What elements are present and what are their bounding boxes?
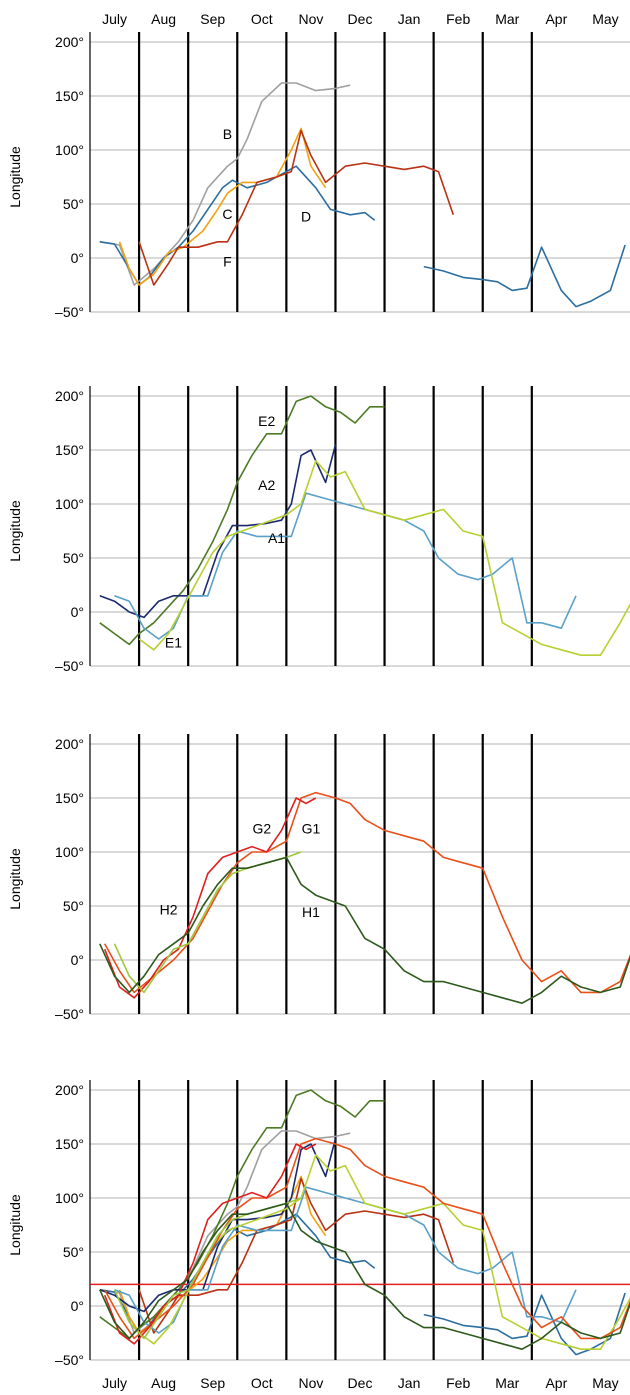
series-annotation: A1 [268, 530, 285, 546]
x-tick-label: July [102, 1375, 127, 1391]
series-line [114, 1186, 577, 1334]
series-annotation: D [301, 208, 311, 224]
x-tick-label: Jan [398, 1375, 421, 1391]
y-tick-label: 0° [71, 952, 84, 968]
y-tick-label: 0° [71, 1298, 84, 1314]
y-tick-label: 0° [71, 250, 84, 266]
x-tick-label: Nov [298, 1375, 323, 1391]
y-axis-label: Longitude [7, 500, 23, 562]
series-line [99, 1202, 630, 1350]
series-line [138, 129, 455, 286]
x-tick-label: Feb [446, 11, 470, 27]
y-tick-label: 200° [55, 388, 84, 404]
x-tick-label: May [592, 1375, 618, 1391]
series-annotation: C [222, 206, 232, 222]
y-tick-label: –50° [55, 1352, 84, 1368]
series-annotation: B [223, 126, 232, 142]
series-line [103, 791, 630, 994]
y-tick-label: 50° [63, 898, 84, 914]
y-tick-label: 50° [63, 550, 84, 566]
x-tick-label: Sep [200, 1375, 225, 1391]
y-tick-label: 200° [55, 736, 84, 752]
series-line [138, 1154, 630, 1350]
y-tick-label: –50° [55, 304, 84, 320]
series-annotation: A2 [258, 477, 275, 493]
x-tick-label: Sep [200, 11, 225, 27]
y-tick-label: –50° [55, 1006, 84, 1022]
series-line [99, 856, 630, 1005]
y-tick-label: 150° [55, 1136, 84, 1152]
y-axis-label: Longitude [7, 1194, 23, 1256]
x-tick-label: Mar [495, 11, 519, 27]
y-tick-label: 200° [55, 1082, 84, 1098]
series-annotation: G1 [302, 821, 321, 837]
x-tick-label: May [592, 11, 618, 27]
series-line [423, 1292, 626, 1356]
series-line [138, 459, 630, 657]
series-annotation: G2 [252, 821, 271, 837]
series-line [423, 244, 626, 308]
y-tick-label: 0° [71, 604, 84, 620]
y-tick-label: 150° [55, 442, 84, 458]
x-tick-label: Aug [151, 1375, 176, 1391]
x-tick-label: Mar [495, 1375, 519, 1391]
x-tick-label: Aug [151, 11, 176, 27]
x-tick-label: Oct [251, 1375, 273, 1391]
y-tick-label: 150° [55, 88, 84, 104]
x-tick-label: Feb [446, 1375, 470, 1391]
series-annotation: H2 [160, 902, 178, 918]
x-tick-label: Apr [545, 11, 567, 27]
series-line [118, 127, 327, 286]
x-tick-label: Dec [348, 11, 373, 27]
x-tick-label: July [102, 11, 127, 27]
series-annotation: F [223, 254, 232, 270]
y-tick-label: 150° [55, 790, 84, 806]
y-tick-label: –50° [55, 658, 84, 674]
series-line [103, 1137, 630, 1340]
y-tick-label: 100° [55, 1190, 84, 1206]
series-line [103, 1143, 317, 1345]
x-tick-label: Apr [545, 1375, 567, 1391]
series-line [99, 1089, 385, 1340]
series-line [99, 82, 351, 286]
x-tick-label: Nov [298, 11, 323, 27]
series-annotation: E1 [165, 635, 182, 651]
x-tick-label: Oct [251, 11, 273, 27]
series-annotation: H1 [302, 904, 320, 920]
y-axis-label: Longitude [7, 848, 23, 910]
y-axis-label: Longitude [7, 146, 23, 208]
series-line [99, 395, 385, 646]
series-line [114, 492, 577, 640]
x-tick-label: Jan [398, 11, 421, 27]
y-tick-label: 50° [63, 1244, 84, 1260]
y-tick-label: 100° [55, 844, 84, 860]
y-tick-label: 50° [63, 196, 84, 212]
series-annotation: E2 [258, 413, 275, 429]
series-line [103, 797, 317, 999]
y-tick-label: 200° [55, 34, 84, 50]
x-tick-label: Dec [348, 1375, 373, 1391]
y-tick-label: 100° [55, 142, 84, 158]
y-tick-label: 100° [55, 496, 84, 512]
